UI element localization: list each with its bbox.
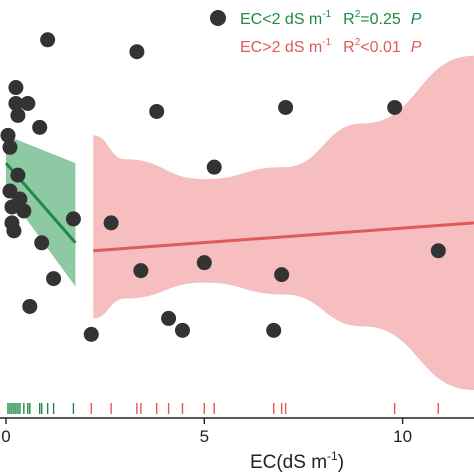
legend-red-sup: -1 xyxy=(322,37,331,48)
legend-red-r2-sup: 2 xyxy=(355,37,361,48)
data-point xyxy=(0,127,16,143)
legend-green-p: P xyxy=(411,11,422,28)
x-tick-label: 5 xyxy=(200,427,209,446)
legend-marker-icon xyxy=(210,10,226,26)
data-point xyxy=(65,211,81,227)
legend-entry-red: EC>2 dS m-1 R2<0.01 P xyxy=(240,37,422,56)
data-point xyxy=(20,95,36,111)
data-point xyxy=(174,322,190,338)
data-point xyxy=(32,119,48,135)
regression-line-red xyxy=(93,221,474,253)
data-point xyxy=(6,223,22,239)
data-point xyxy=(387,99,403,115)
data-point xyxy=(22,298,38,314)
data-point xyxy=(12,191,28,207)
data-point xyxy=(103,215,119,231)
x-axis-title-main: EC(dS m xyxy=(250,452,327,473)
data-point xyxy=(10,167,26,183)
data-point xyxy=(278,99,294,115)
data-point xyxy=(129,44,145,60)
data-point xyxy=(16,203,32,219)
legend-red-r2-value: <0.01 xyxy=(360,39,401,56)
data-point xyxy=(149,103,165,119)
data-point xyxy=(10,107,26,123)
data-point xyxy=(2,139,18,155)
data-point xyxy=(46,271,62,287)
x-axis-title: EC(dS m-1) xyxy=(250,449,344,473)
data-point xyxy=(196,255,212,271)
legend-red-text: EC>2 dS m xyxy=(240,39,322,56)
data-points xyxy=(0,32,446,342)
legend-entry-green: EC<2 dS m-1 R2=0.25 P xyxy=(240,9,422,28)
legend-green-sup: -1 xyxy=(322,9,331,20)
legend-green-r2-value: =0.25 xyxy=(360,11,401,28)
data-point xyxy=(161,310,177,326)
legend: EC<2 dS m-1 R2=0.25 P EC>2 dS m-1 R2<0.01 P xyxy=(210,9,422,56)
band-red xyxy=(93,55,474,391)
legend-red-p: P xyxy=(411,39,422,56)
data-point xyxy=(206,159,222,175)
data-point xyxy=(274,267,290,283)
rug-marks xyxy=(7,403,440,414)
x-axis-title-close: ) xyxy=(338,452,344,473)
data-point xyxy=(8,95,24,111)
data-point xyxy=(266,322,282,338)
legend-green-text: EC<2 dS m xyxy=(240,11,322,28)
data-point xyxy=(430,243,446,259)
data-point xyxy=(8,80,24,96)
data-point xyxy=(133,263,149,279)
x-tick-label: 0 xyxy=(1,427,10,446)
x-tick-label: 10 xyxy=(393,427,412,446)
x-axis-title-sup: -1 xyxy=(327,449,338,463)
legend-red-r2: R xyxy=(343,39,355,56)
data-point xyxy=(83,326,99,342)
x-axis: 0 5 10 xyxy=(0,417,474,446)
legend-green-r2-sup: 2 xyxy=(355,9,361,20)
data-point xyxy=(34,235,50,251)
legend-green-r2: R xyxy=(343,11,355,28)
data-point xyxy=(40,32,56,48)
